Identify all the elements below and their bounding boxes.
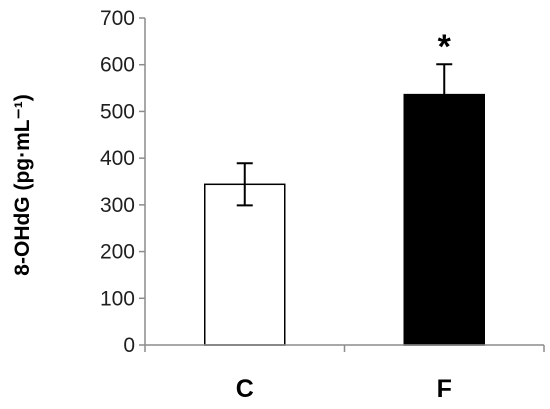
y-tick-label: 700 <box>100 7 135 30</box>
bar-c <box>204 183 286 346</box>
y-axis: 0 100 200 300 400 500 600 700 <box>100 7 146 357</box>
y-tick-label: 400 <box>100 147 135 170</box>
significance-marker: * <box>438 28 452 66</box>
y-tick-label: 600 <box>100 54 135 77</box>
y-tick-label: 0 <box>123 334 135 357</box>
bar-f <box>403 93 485 346</box>
y-tick-label: 500 <box>100 100 135 123</box>
x-category-label: F <box>437 375 452 403</box>
y-tick-label: 300 <box>100 194 135 217</box>
y-axis-title: 8-OHdG (pg·mL⁻¹) <box>11 94 34 275</box>
bars: * <box>204 28 485 346</box>
x-category-label: C <box>236 375 254 403</box>
y-tick-label: 100 <box>100 287 135 310</box>
y-tick-label: 200 <box>100 241 135 264</box>
